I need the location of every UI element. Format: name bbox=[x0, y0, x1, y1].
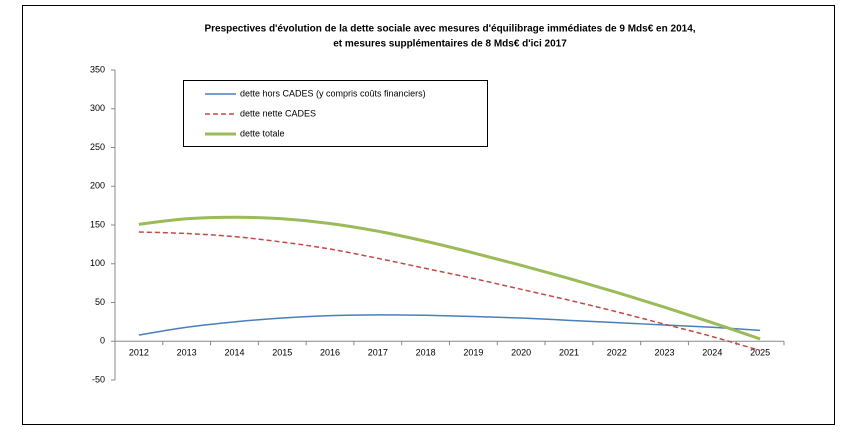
x-tick-label: 2013 bbox=[177, 348, 197, 358]
y-tick-label: 350 bbox=[90, 64, 105, 74]
chart-border bbox=[22, 5, 835, 425]
x-tick-label: 2021 bbox=[559, 348, 579, 358]
x-tick-label: 2017 bbox=[368, 348, 388, 358]
x-tick-label: 2015 bbox=[272, 348, 292, 358]
line-series bbox=[138, 231, 761, 352]
x-tick-label: 2023 bbox=[655, 348, 675, 358]
x-tick-label: 2024 bbox=[702, 348, 722, 358]
y-tick-label: 250 bbox=[90, 142, 105, 152]
y-tick-label: 150 bbox=[90, 219, 105, 229]
legend-label: dette nette CADES bbox=[240, 108, 316, 118]
legend-label: dette totale bbox=[240, 128, 285, 138]
line-series bbox=[138, 314, 761, 336]
legend-label: dette hors CADES (y compris coûts financ… bbox=[240, 88, 426, 98]
y-tick-label: 50 bbox=[95, 297, 105, 307]
x-tick-label: 2016 bbox=[320, 348, 340, 358]
x-tick-label: 2014 bbox=[224, 348, 244, 358]
chart-title: et mesures supplémentaires de 8 Mds€ d'i… bbox=[333, 39, 567, 50]
x-tick-label: 2025 bbox=[750, 348, 770, 358]
x-tick-label: 2022 bbox=[607, 348, 627, 358]
x-tick-label: 2019 bbox=[463, 348, 483, 358]
y-tick-label: -50 bbox=[92, 374, 105, 384]
y-tick-label: 300 bbox=[90, 103, 105, 113]
x-tick-label: 2018 bbox=[416, 348, 436, 358]
y-tick-label: 200 bbox=[90, 181, 105, 191]
y-tick-label: 0 bbox=[100, 336, 105, 346]
x-tick-label: 2020 bbox=[511, 348, 531, 358]
y-tick-label: 100 bbox=[90, 258, 105, 268]
line-series bbox=[138, 215, 761, 341]
x-tick-label: 2012 bbox=[129, 348, 149, 358]
chart-title: Prespectives d'évolution de la dette soc… bbox=[204, 24, 695, 35]
